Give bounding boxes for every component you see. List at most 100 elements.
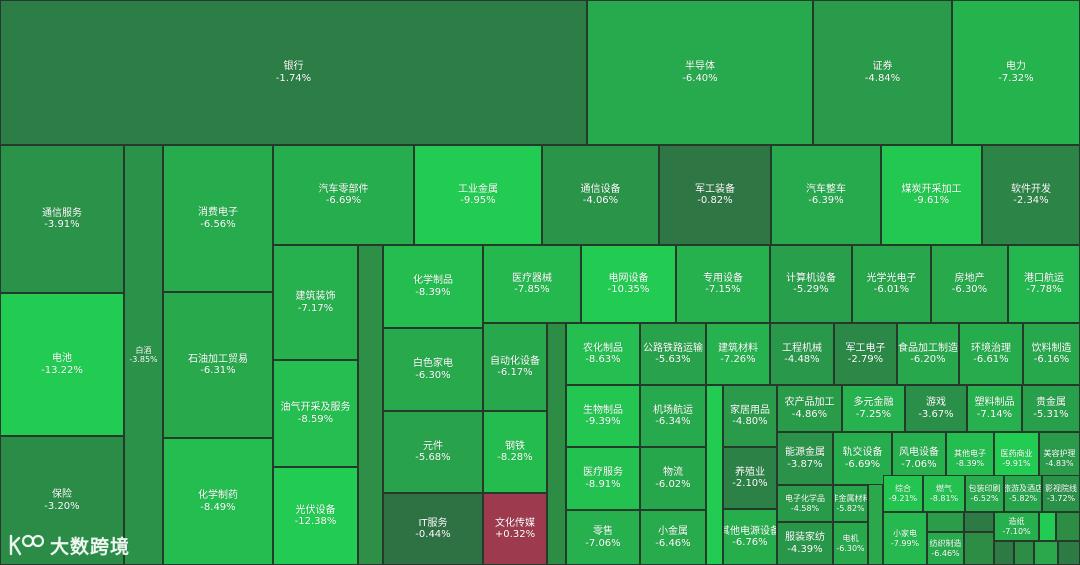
tile-change-value: -8.49% bbox=[200, 501, 236, 513]
treemap-tile[interactable]: 港口航运 -7.78% bbox=[1008, 245, 1080, 323]
tile-sector-name: 港口航运 bbox=[1024, 272, 1064, 284]
tile-change-value: -6.56% bbox=[200, 218, 236, 230]
treemap-tile[interactable]: 煤炭开采加工 -9.61% bbox=[881, 145, 982, 245]
treemap-tile[interactable]: 生物制品 -9.39% bbox=[566, 385, 640, 447]
treemap-tile[interactable]: 房地产 -6.30% bbox=[931, 245, 1008, 323]
treemap-tile[interactable]: 服装家纺 -4.39% bbox=[777, 522, 833, 565]
treemap-tile[interactable]: 机场航运 -6.34% bbox=[640, 385, 706, 447]
treemap-tile[interactable]: 元件 -5.68% bbox=[383, 411, 483, 493]
treemap-tile[interactable]: 燃气 -8.81% bbox=[923, 475, 965, 512]
treemap-tile[interactable]: 电机 -6.30% bbox=[833, 522, 868, 565]
treemap-tile[interactable]: 贵金属 -5.31% bbox=[1022, 385, 1080, 432]
treemap-tile[interactable]: 证券 -4.84% bbox=[813, 0, 952, 145]
tile-sector-name: 电池 bbox=[52, 353, 72, 364]
tile-change-value: -6.46% bbox=[931, 548, 960, 558]
treemap-tile[interactable]: 白色家电 -6.30% bbox=[383, 328, 483, 411]
treemap-tile[interactable]: 环境治理 -6.61% bbox=[959, 323, 1023, 385]
treemap-tile[interactable]: 保险 -3.20% bbox=[0, 436, 124, 565]
treemap-tile[interactable]: 包装印刷 -6.52% bbox=[965, 475, 1004, 512]
treemap-tile[interactable]: 工程机械 -4.48% bbox=[770, 323, 834, 385]
tile-change-value: -4.58% bbox=[790, 503, 820, 513]
treemap-tile[interactable]: 农化制品 -8.63% bbox=[566, 323, 640, 385]
treemap-tile[interactable]: 汽车零部件 -6.69% bbox=[273, 145, 414, 245]
treemap-tile[interactable]: 油气开采及服务 -8.59% bbox=[273, 360, 358, 467]
treemap-tile[interactable]: 汽车整车 -6.39% bbox=[771, 145, 881, 245]
treemap-tile[interactable]: 能源金属 -3.87% bbox=[777, 432, 833, 485]
filler-tile bbox=[1056, 512, 1080, 541]
treemap-tile[interactable]: 饮料制造 -6.16% bbox=[1023, 323, 1080, 385]
treemap-tile[interactable]: 医疗器械 -7.85% bbox=[483, 245, 581, 323]
treemap-tile[interactable]: 软件开发 -2.34% bbox=[982, 145, 1080, 245]
treemap-tile[interactable]: 农产品加工 -4.86% bbox=[777, 385, 842, 432]
treemap-tile[interactable]: 工业金属 -9.95% bbox=[414, 145, 542, 245]
treemap-tile[interactable]: 光伏设备 -12.38% bbox=[273, 467, 358, 565]
tile-change-value: -6.61% bbox=[973, 354, 1009, 365]
treemap-tile[interactable]: 文化传媒 +0.32% bbox=[483, 493, 547, 565]
treemap-tile[interactable]: 钢铁 -8.28% bbox=[483, 411, 547, 493]
treemap-tile[interactable]: 综合 -9.21% bbox=[883, 475, 923, 512]
tile-change-value: -9.21% bbox=[888, 493, 918, 503]
treemap-tile[interactable]: 建筑材料 -7.26% bbox=[706, 323, 770, 385]
treemap-tile[interactable]: 轨交设备 -6.69% bbox=[833, 432, 892, 485]
treemap-tile[interactable]: 物流 -6.02% bbox=[640, 447, 706, 510]
treemap-tile[interactable]: 自动化设备 -6.17% bbox=[483, 323, 547, 411]
tile-change-value: -4.86% bbox=[791, 408, 828, 420]
tile-sector-name: 造纸 bbox=[1008, 517, 1025, 527]
treemap-tile[interactable]: 小家电 -7.99% bbox=[883, 512, 927, 565]
tile-change-value: -6.34% bbox=[655, 416, 691, 427]
tile-change-value: -0.82% bbox=[697, 195, 733, 206]
treemap-tile[interactable]: 光学光电子 -6.01% bbox=[852, 245, 931, 323]
treemap-tile[interactable]: 化学制药 -8.49% bbox=[163, 438, 273, 565]
treemap-tile[interactable]: 公路铁路运输 -5.63% bbox=[640, 323, 706, 385]
treemap-tile[interactable]: 建筑装饰 -7.17% bbox=[273, 245, 358, 360]
treemap-tile[interactable]: 造纸 -7.10% bbox=[994, 512, 1039, 541]
tile-sector-name: 电子化学品 bbox=[785, 494, 825, 504]
treemap-tile[interactable]: 计算机设备 -5.29% bbox=[770, 245, 852, 323]
treemap-tile[interactable]: 多元金融 -7.25% bbox=[842, 385, 905, 432]
tile-change-value: -6.76% bbox=[732, 537, 768, 548]
treemap-tile[interactable]: 游戏 -3.67% bbox=[905, 385, 967, 432]
treemap-tile[interactable]: 养殖业 -2.10% bbox=[723, 447, 777, 509]
tile-change-value: -6.30% bbox=[415, 369, 451, 381]
treemap-tile[interactable]: 影视院线 -3.72% bbox=[1042, 475, 1080, 512]
filler-tile bbox=[1058, 541, 1080, 565]
treemap-tile[interactable]: 通信设备 -4.06% bbox=[542, 145, 659, 245]
filler-tile bbox=[1014, 541, 1034, 565]
treemap-tile[interactable]: 纺织制造 -6.46% bbox=[927, 532, 964, 565]
treemap-tile[interactable]: 旅游及酒店 -5.82% bbox=[1004, 475, 1042, 512]
treemap-tile[interactable]: 专用设备 -7.15% bbox=[676, 245, 770, 323]
tile-change-value: -6.01% bbox=[873, 284, 910, 295]
treemap-tile[interactable]: 电池 -13.22% bbox=[0, 293, 124, 436]
filler-tile bbox=[706, 385, 723, 565]
treemap-tile[interactable]: IT服务 -0.44% bbox=[383, 493, 483, 565]
treemap-tile[interactable]: 电力 -7.32% bbox=[952, 0, 1080, 145]
treemap-tile[interactable]: 军工电子 -2.79% bbox=[834, 323, 897, 385]
tile-sector-name: IT服务 bbox=[418, 517, 448, 529]
treemap-tile[interactable]: 电网设备 -10.35% bbox=[581, 245, 676, 323]
treemap-tile[interactable]: 半导体 -6.40% bbox=[587, 0, 813, 145]
treemap-tile[interactable]: 家居用品 -4.80% bbox=[723, 385, 777, 447]
treemap-tile[interactable]: 军工装备 -0.82% bbox=[659, 145, 771, 245]
treemap-tile[interactable]: 小金属 -6.46% bbox=[640, 510, 706, 565]
treemap-tile[interactable]: 银行 -1.74% bbox=[0, 0, 587, 145]
tile-sector-name: 其他电子 bbox=[954, 449, 986, 459]
treemap-tile[interactable]: 消费电子 -6.56% bbox=[163, 145, 273, 292]
tile-sector-name: 银行 bbox=[283, 61, 304, 72]
treemap-tile[interactable]: 化学制品 -8.39% bbox=[383, 245, 483, 328]
treemap-tile[interactable]: 非金属材料-5.82% bbox=[833, 485, 868, 522]
tile-change-value: -6.16% bbox=[1033, 354, 1070, 365]
tile-change-value: -8.39% bbox=[415, 286, 451, 298]
treemap-tile[interactable]: 通信服务 -3.91% bbox=[0, 145, 124, 293]
treemap-tile[interactable]: 塑料制品 -7.14% bbox=[967, 385, 1022, 432]
treemap-tile[interactable]: 白酒 -3.85% bbox=[124, 145, 163, 565]
treemap-tile[interactable]: 其他电源设备 -6.76% bbox=[723, 509, 777, 565]
tile-sector-name: 公路铁路运输 bbox=[643, 342, 703, 354]
treemap-tile[interactable]: 石油加工贸易 -6.31% bbox=[163, 292, 273, 438]
treemap-tile[interactable]: 零售 -7.06% bbox=[566, 510, 640, 565]
tile-change-value: -5.82% bbox=[836, 503, 865, 513]
tile-sector-name: 饮料制造 bbox=[1031, 342, 1072, 354]
tile-sector-name: 油气开采及服务 bbox=[280, 402, 351, 413]
treemap-tile[interactable]: 食品加工制造 -6.20% bbox=[897, 323, 959, 385]
treemap-tile[interactable]: 电子化学品 -4.58% bbox=[777, 485, 833, 522]
treemap-tile[interactable]: 医疗服务 -8.91% bbox=[566, 447, 640, 510]
